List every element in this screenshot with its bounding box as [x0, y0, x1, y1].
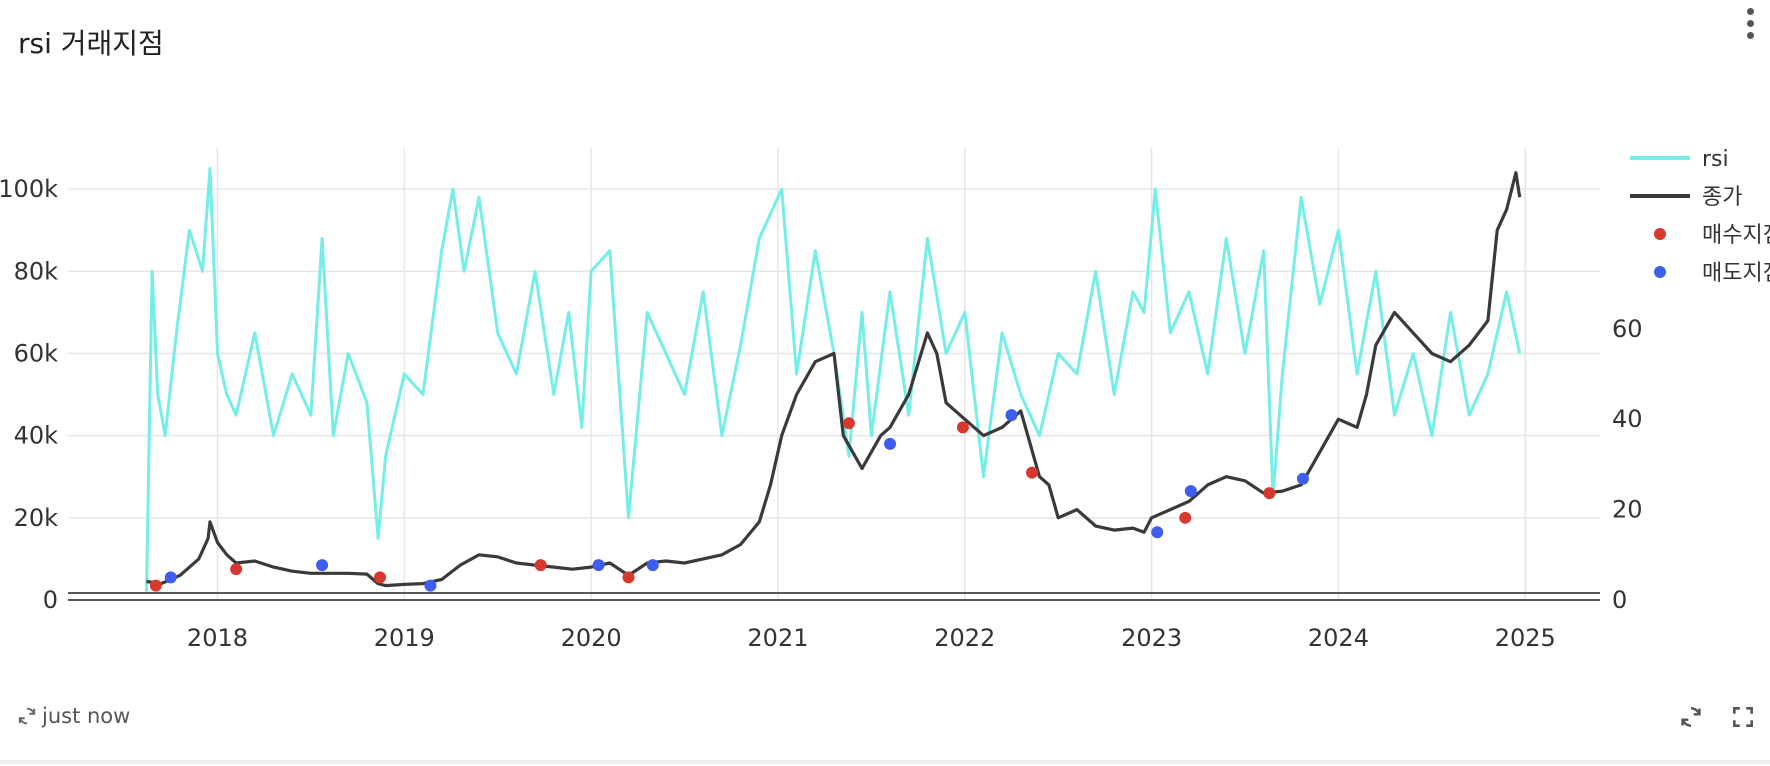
legend[interactable]: rsi 종가매수지점매도지점	[1630, 147, 1770, 286]
legend-label: 매수지점	[1702, 223, 1770, 248]
right-y-tick-label: 60	[1612, 315, 1643, 343]
x-tick-label: 2021	[747, 624, 808, 652]
last-refresh: just now	[16, 704, 130, 728]
right-y-tick-label: 40	[1612, 405, 1643, 433]
x-tick-label: 2025	[1495, 624, 1556, 652]
y-tick-label: 80k	[14, 257, 59, 285]
fullscreen-icon	[1733, 707, 1753, 727]
sell-point	[1151, 526, 1164, 539]
sell-point	[884, 437, 897, 450]
y-tick-label: 60k	[14, 339, 59, 367]
refresh-icon	[18, 707, 36, 725]
buy-point	[230, 563, 243, 576]
buy-point	[149, 579, 162, 592]
refresh-icon	[1681, 707, 1701, 727]
sell-point	[1184, 485, 1197, 498]
buy-point	[622, 571, 635, 584]
legend-label: 매도지점	[1702, 261, 1770, 286]
x-tick-label: 2023	[1121, 624, 1182, 652]
y-tick-label: 100k	[0, 175, 58, 203]
refresh-status-text: just now	[42, 704, 131, 728]
legend-label: 종가	[1702, 185, 1742, 210]
y-tick-label: 0	[43, 586, 58, 614]
sell-point	[592, 559, 605, 572]
sell-point	[1005, 409, 1018, 422]
rsi-line	[145, 167, 1522, 592]
x-tick-label: 2019	[374, 624, 435, 652]
right-y-tick-label: 20	[1612, 496, 1643, 524]
legend-swatch-buy	[1654, 228, 1666, 240]
x-tick-label: 2020	[561, 624, 622, 652]
kebab-menu-icon[interactable]	[1742, 8, 1758, 48]
bottom-divider	[0, 760, 1770, 764]
legend-label: rsi	[1702, 147, 1729, 172]
x-tick-label: 2024	[1308, 624, 1369, 652]
right-y-tick-label: 0	[1612, 586, 1627, 614]
sell-point	[424, 579, 437, 592]
buy-point	[1026, 466, 1039, 479]
buy-point	[534, 559, 547, 572]
buy-point	[1179, 511, 1192, 524]
close-price-line	[146, 171, 1522, 588]
x-tick-label: 2018	[187, 624, 248, 652]
fullscreen-button[interactable]	[1730, 704, 1756, 730]
legend-swatch-sell	[1654, 266, 1666, 278]
refresh-button[interactable]	[1678, 704, 1704, 730]
buy-point	[1263, 487, 1276, 500]
sell-point	[1296, 472, 1309, 485]
sell-point	[316, 559, 329, 572]
series-layer	[145, 167, 1522, 592]
sell-point	[646, 559, 659, 572]
buy-point	[842, 417, 855, 430]
buy-point	[956, 421, 969, 434]
card-footer: just now	[0, 700, 1770, 740]
y-tick-label: 20k	[14, 504, 59, 532]
x-tick-label: 2022	[934, 624, 995, 652]
y-tick-label: 40k	[14, 422, 59, 450]
sell-point	[164, 571, 177, 584]
buy-point	[374, 571, 387, 584]
card-title: rsi 거래지점	[18, 27, 164, 60]
